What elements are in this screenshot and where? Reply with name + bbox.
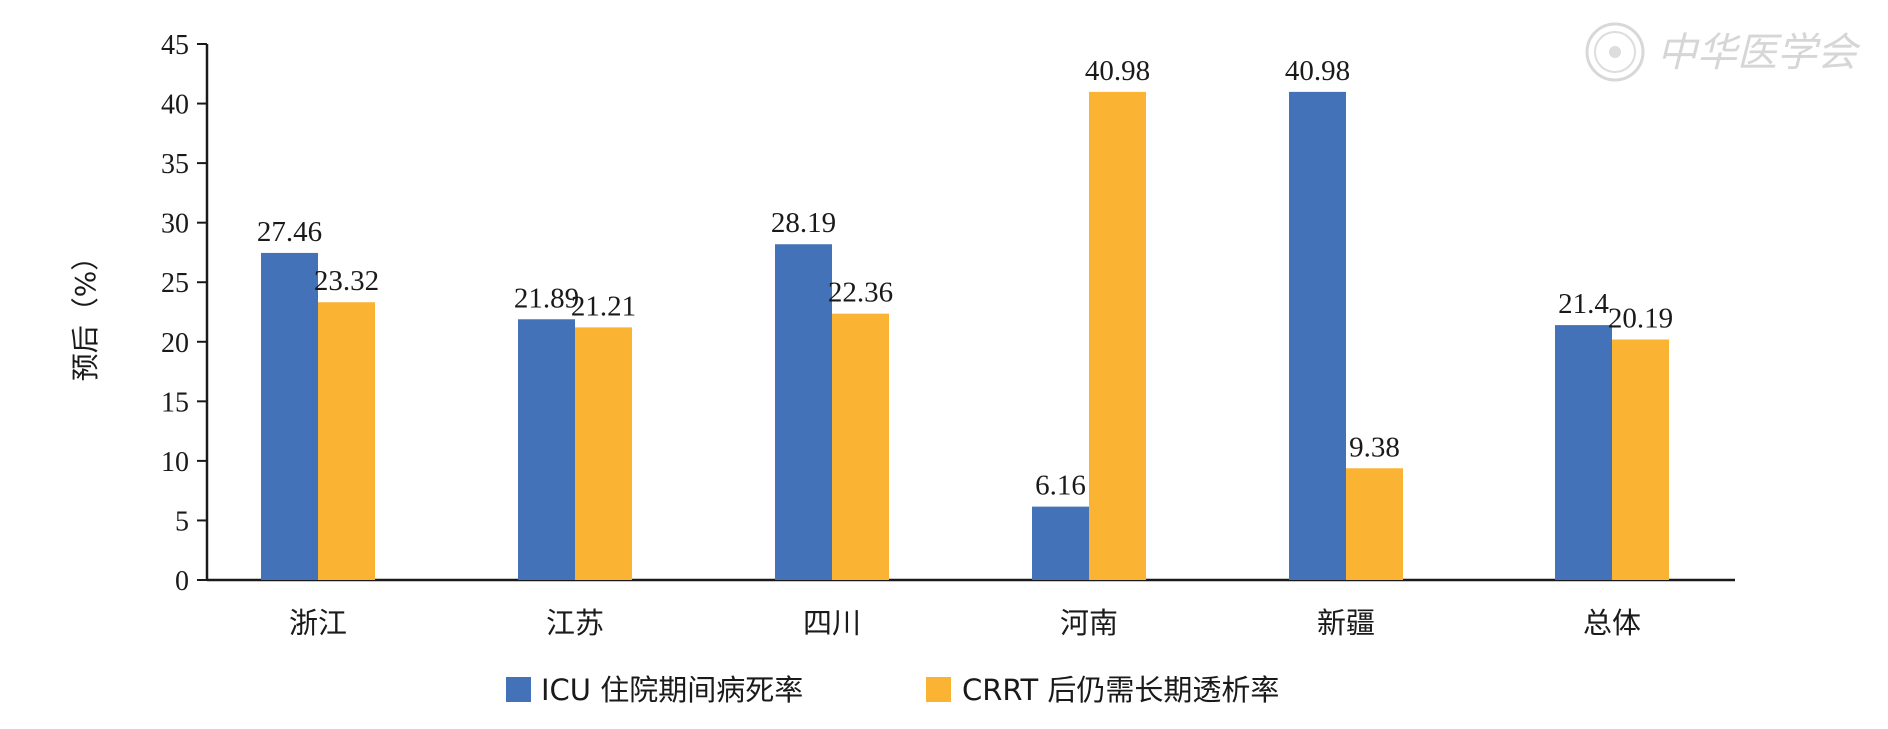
- category-labels: 浙江 江苏 四川 河南 新疆 总体: [289, 606, 1641, 640]
- legend-swatch: [926, 677, 951, 702]
- category-label: 新疆: [1317, 606, 1375, 640]
- data-label: 9.38: [1349, 431, 1400, 463]
- bar: [1555, 325, 1612, 580]
- y-axis-ticks: 0 5 10 15 20 25 30 35 40 45: [161, 30, 207, 597]
- data-label: 21.89: [514, 282, 579, 314]
- y-tick-label: 35: [161, 149, 189, 180]
- y-tick-label: 20: [161, 328, 189, 359]
- legend: ICU 住院期间病死率 CRRT 后仍需长期透析率: [506, 673, 1279, 707]
- data-label: 40.98: [1085, 55, 1150, 87]
- category-label: 江苏: [546, 606, 604, 640]
- bar: [518, 319, 575, 580]
- watermark: 中华医学会: [1585, 22, 1861, 82]
- y-tick-label: 30: [161, 209, 189, 240]
- data-label: 20.19: [1608, 303, 1673, 335]
- bar: [575, 327, 632, 580]
- data-labels: 27.46 21.89 28.19 6.16 40.98 21.4 23.32 21.21 22…: [257, 55, 1673, 502]
- seal-logo-icon: [1585, 22, 1645, 82]
- category-label: 四川: [803, 606, 861, 640]
- bar: [261, 252, 318, 580]
- category-label: 河南: [1060, 606, 1118, 640]
- data-label: 21.21: [571, 290, 636, 322]
- data-label: 21.4: [1558, 288, 1609, 320]
- data-label: 23.32: [314, 265, 379, 297]
- bar: [775, 244, 832, 581]
- legend-label: ICU 住院期间病死率: [541, 673, 803, 707]
- data-label: 40.98: [1285, 55, 1350, 87]
- y-axis-title: 预后（%）: [69, 243, 102, 382]
- data-label: 6.16: [1035, 470, 1086, 502]
- data-label: 27.46: [257, 216, 322, 248]
- data-label: 22.36: [828, 277, 893, 309]
- bar: [318, 302, 375, 580]
- axes: [205, 44, 1735, 582]
- category-label: 总体: [1583, 606, 1641, 640]
- bar: [832, 313, 889, 580]
- bar: [1089, 91, 1146, 581]
- y-tick-label: 45: [161, 30, 189, 61]
- y-tick-label: 15: [161, 387, 189, 418]
- legend-label: CRRT 后仍需长期透析率: [962, 673, 1279, 707]
- y-tick-label: 0: [175, 566, 189, 597]
- y-tick-label: 25: [161, 268, 189, 299]
- y-tick-label: 40: [161, 90, 189, 121]
- bar: [1289, 91, 1346, 581]
- category-label: 浙江: [289, 606, 347, 640]
- y-tick-label: 5: [175, 506, 189, 537]
- bar: [1346, 468, 1403, 580]
- y-tick-label: 10: [161, 447, 189, 478]
- legend-swatch: [506, 677, 531, 702]
- data-label: 28.19: [771, 207, 836, 239]
- bars: [261, 91, 1669, 581]
- bar: [1032, 506, 1089, 580]
- watermark-text: 中华医学会: [1657, 30, 1861, 76]
- bar: [1612, 339, 1669, 580]
